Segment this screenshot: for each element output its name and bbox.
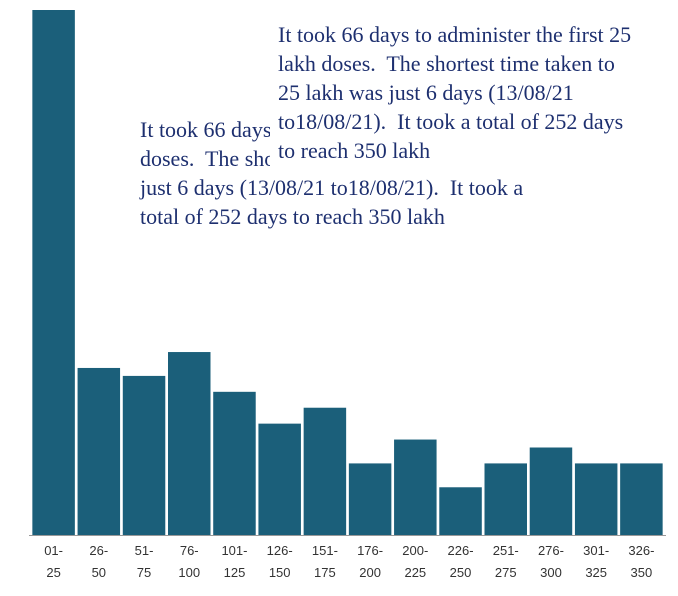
x-tick-label: 01-25: [44, 543, 63, 580]
bar: [167, 352, 211, 535]
bar: [303, 407, 347, 535]
x-tick-label: 51-75: [135, 543, 154, 580]
bar: [574, 463, 618, 535]
x-tick-label: 151-175: [312, 543, 338, 580]
bar: [348, 463, 392, 535]
annotation: It took 66 days to administer the first …: [270, 20, 638, 171]
x-tick-label: 226-250: [448, 543, 474, 580]
x-tick-label: 76-100: [178, 543, 200, 580]
x-tick-label: 126-150: [267, 543, 293, 580]
bar: [484, 463, 528, 535]
bar: [439, 487, 482, 535]
bar: [213, 391, 256, 535]
x-tick-label: 326-350: [628, 543, 654, 580]
x-tick-label: 101-125: [221, 543, 247, 580]
bar: [394, 439, 437, 535]
x-tick-label: 276-300: [538, 543, 564, 580]
bar: [620, 463, 663, 535]
x-tick-label: 176-200: [357, 543, 383, 580]
x-tick-label: 251-275: [493, 543, 519, 580]
bar: [529, 447, 573, 535]
bar: [32, 10, 75, 535]
x-tick-label: 301-325: [583, 543, 609, 580]
bar: [122, 375, 166, 535]
x-tick-label: 200-225: [402, 543, 428, 580]
x-tick-label: 26-50: [89, 543, 108, 580]
bar: [77, 367, 121, 535]
bar: [258, 423, 301, 535]
